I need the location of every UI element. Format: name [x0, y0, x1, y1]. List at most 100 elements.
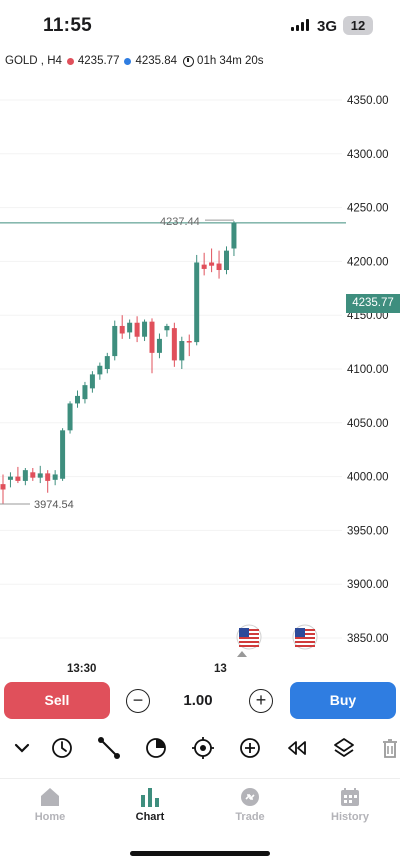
lot-size-input[interactable]: 1.00: [183, 692, 213, 709]
flag-canton: [239, 628, 249, 637]
candle-body: [82, 385, 88, 400]
symbol-info-bar[interactable]: GOLD , H4 4235.77 4235.84 01h 34m 20s: [5, 55, 264, 67]
tab-home-label: Home: [34, 811, 66, 823]
sell-button[interactable]: Sell: [4, 682, 110, 719]
y-tick-label: 4250.00: [347, 203, 389, 215]
candle-body: [15, 476, 21, 481]
trade-icon: [241, 788, 259, 806]
candle-body: [149, 321, 155, 353]
candle-body: [52, 474, 58, 480]
buy-button[interactable]: Buy: [290, 682, 396, 719]
candle-body: [112, 325, 118, 357]
candle-body: [7, 476, 13, 480]
candle-body: [134, 322, 140, 337]
flag-canton: [295, 628, 305, 637]
candle-body: [97, 365, 103, 375]
candle-body: [119, 325, 125, 334]
layers-icon[interactable]: [330, 734, 358, 762]
candle-body: [156, 338, 162, 353]
high-price-label: 4237.44: [160, 216, 200, 228]
battery-icon: 12: [343, 16, 373, 35]
flag-stripe: [295, 645, 315, 647]
candle-body: [224, 250, 229, 271]
candle-body: [67, 403, 73, 431]
trash-icon[interactable]: [376, 734, 400, 762]
candle-body: [30, 472, 36, 478]
ask-dot-icon: [124, 57, 132, 65]
x-tick-label: 13:30: [67, 663, 96, 675]
y-tick-label: 3850.00: [347, 633, 389, 645]
tab-trade[interactable]: Trade: [210, 787, 290, 823]
candle-body: [231, 222, 237, 249]
symbol-separator: ,: [37, 55, 48, 67]
tab-trade-label: Trade: [235, 811, 265, 823]
timeframe-label[interactable]: H4: [47, 55, 62, 67]
candle-body: [104, 356, 110, 369]
y-tick-label: 4000.00: [347, 472, 389, 484]
symbol-name[interactable]: GOLD: [5, 55, 38, 67]
x-tick-label: 13: [214, 663, 227, 675]
y-tick-label: 4100.00: [347, 364, 389, 376]
flag-stripe: [239, 641, 259, 643]
candle-body: [209, 262, 215, 266]
pie-chart-icon[interactable]: [142, 734, 170, 762]
order-bar: Sell − 1.00 + Buy: [0, 682, 400, 720]
flag-stripe: [239, 637, 259, 639]
candle-body: [37, 473, 43, 478]
candle-body: [142, 321, 148, 337]
crosshair-icon[interactable]: [189, 734, 217, 762]
candle-body: [186, 341, 192, 343]
bid-price: 4235.77: [77, 55, 120, 67]
tab-chart[interactable]: Chart: [110, 787, 190, 823]
current-price-tag: 4235.77: [346, 294, 400, 313]
candle-body: [171, 328, 177, 361]
network-type: 3G: [317, 18, 338, 35]
tab-history[interactable]: History: [310, 787, 390, 823]
y-tick-label: 4200.00: [347, 256, 389, 268]
candle-body: [75, 395, 80, 404]
tab-home[interactable]: Home: [10, 787, 90, 823]
ask-price: 4235.84: [135, 55, 178, 67]
clock-icon[interactable]: [48, 734, 76, 762]
flag-stripe: [295, 641, 315, 643]
chevron-down-icon[interactable]: [8, 734, 36, 762]
calendar-icon: [341, 788, 359, 806]
candle-body: [45, 473, 51, 481]
increase-lot-button[interactable]: +: [249, 689, 273, 713]
candle-body: [60, 430, 66, 479]
tab-chart-label: Chart: [135, 811, 165, 823]
current-bar-marker-icon: [237, 651, 247, 657]
rewind-icon[interactable]: [283, 734, 311, 762]
bid-dot-icon: [66, 57, 74, 65]
home-icon: [41, 788, 59, 806]
flag-stripe: [295, 637, 315, 639]
y-tick-label: 3900.00: [347, 579, 389, 591]
timer-icon: [183, 55, 195, 67]
tab-history-label: History: [331, 811, 369, 823]
candle-body: [89, 374, 95, 389]
y-tick-label: 4050.00: [347, 418, 389, 430]
candle-body: [22, 470, 28, 481]
candle-body: [164, 325, 170, 331]
home-indicator: [130, 851, 270, 856]
chart-toolbar: [0, 734, 400, 766]
cellular-signal-icon: [291, 19, 309, 31]
trendline-icon[interactable]: [95, 734, 123, 762]
candlestick-chart[interactable]: 4350.00 4300.00 4250.00 4200.00 4150.00 4100.…: [0, 80, 400, 680]
flag-stripe: [239, 645, 259, 647]
candle-body: [201, 264, 207, 269]
status-bar: 11:55 3G 12: [0, 0, 400, 50]
status-time: 11:55: [43, 15, 93, 36]
candle-body: [127, 322, 133, 333]
y-tick-label: 4150.00: [347, 310, 389, 322]
bar-chart-icon: [141, 788, 159, 807]
candle-body: [0, 484, 6, 490]
candle-body: [216, 263, 222, 271]
decrease-lot-button[interactable]: −: [126, 689, 150, 713]
candle-body: [194, 262, 200, 343]
bottom-tab-bar: Home Chart Trade History: [0, 778, 400, 838]
low-price-label: 3974.54: [34, 499, 74, 511]
candle-body: [179, 341, 185, 361]
add-indicator-icon[interactable]: [236, 734, 264, 762]
price-chart[interactable]: 4350.00 4300.00 4250.00 4200.00 4150.00 4100.…: [0, 80, 400, 680]
